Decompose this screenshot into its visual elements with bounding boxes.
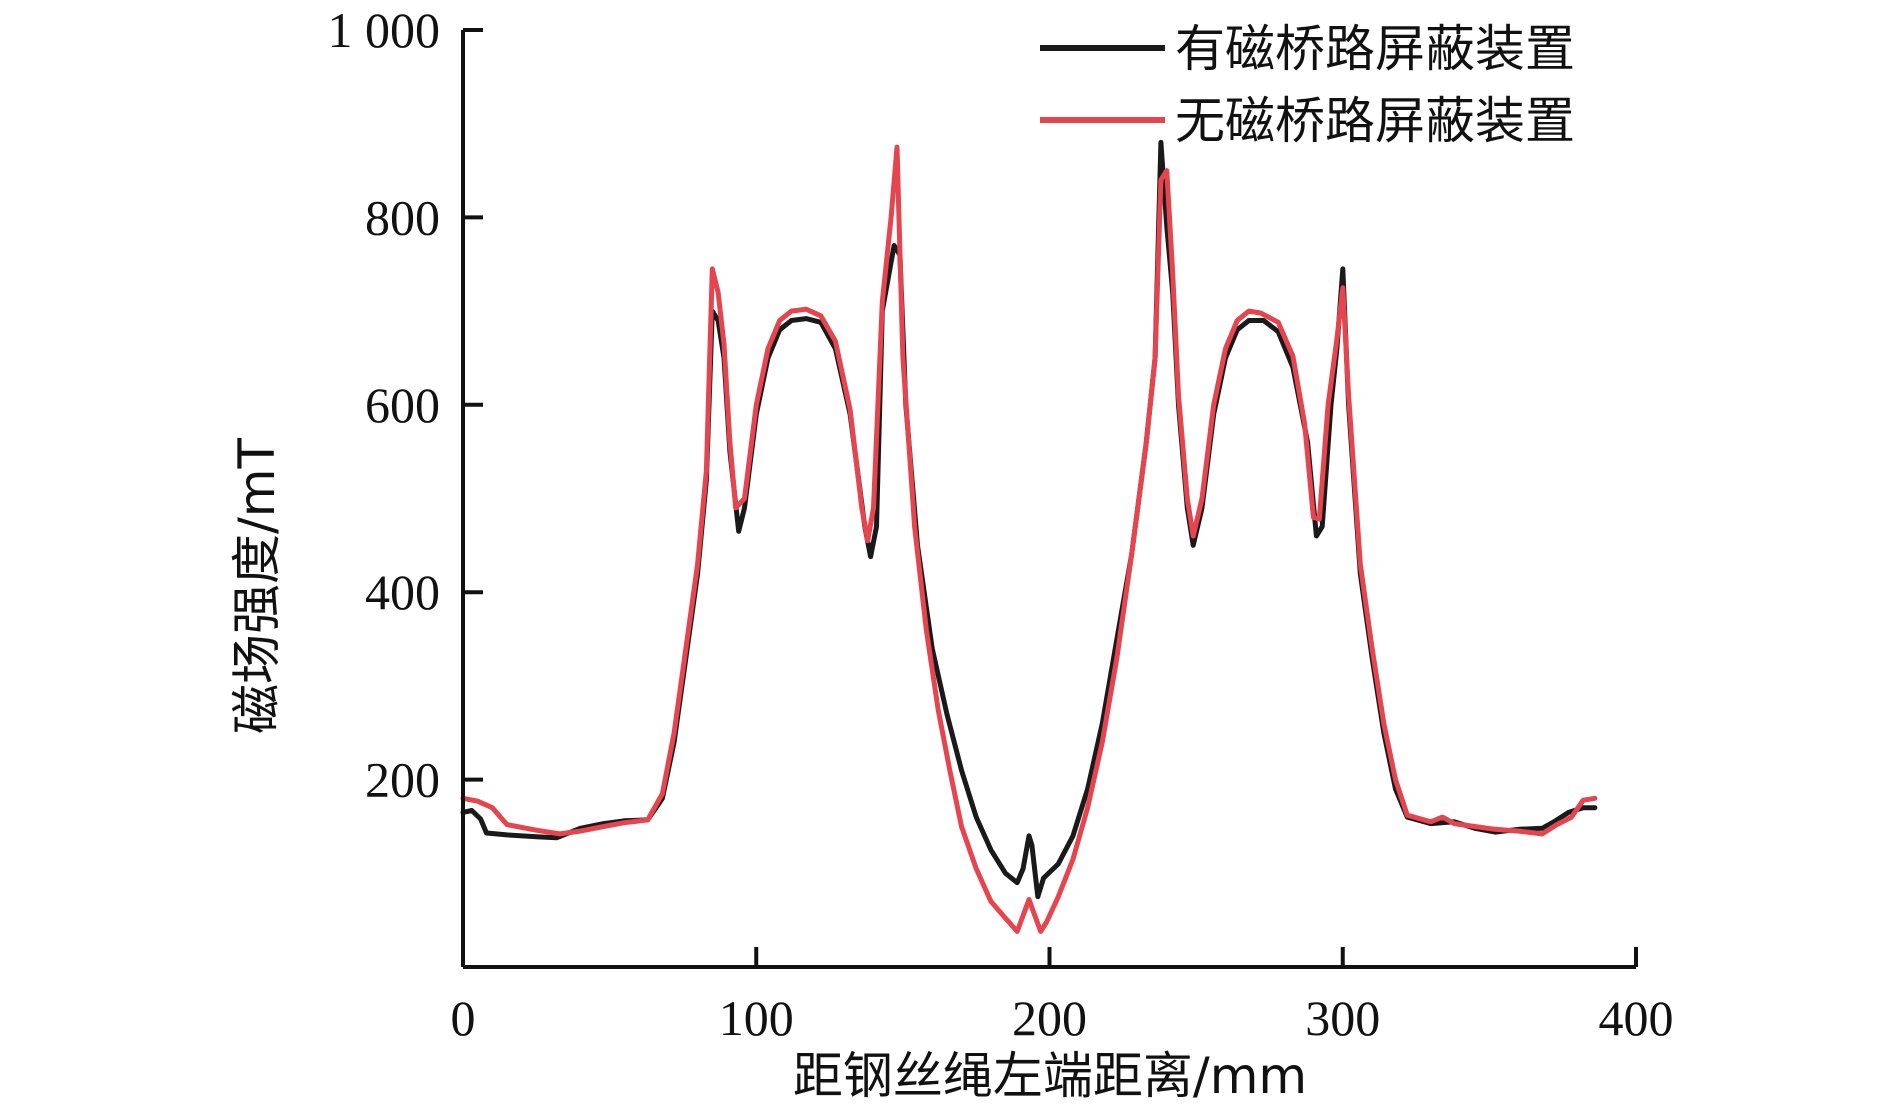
series-line-2 [460, 144, 1598, 934]
series-line-1 [460, 139, 1598, 900]
x-tick-label: 200 [1012, 990, 1087, 1046]
ticks-layer: 0 100 200 300 400 200 400 600 800 1 000 [328, 2, 1674, 1046]
y-tick-label: 400 [365, 564, 440, 620]
y-tick-label: 600 [365, 377, 440, 433]
y-tick-label: 1 000 [328, 2, 441, 58]
x-tick-label: 0 [451, 990, 476, 1046]
legend-label-1: 有磁桥路屏蔽装置 [1175, 20, 1575, 78]
x-tick-label: 100 [719, 990, 794, 1046]
x-tick-label: 400 [1599, 990, 1674, 1046]
y-axis-title: 磁场强度/mT [228, 437, 286, 734]
y-tick-label: 200 [365, 752, 440, 808]
x-tick-label: 300 [1305, 990, 1380, 1046]
y-tick-label: 800 [365, 189, 440, 245]
legend-label-2: 无磁桥路屏蔽装置 [1175, 92, 1575, 150]
series-layer [460, 139, 1598, 934]
x-axis-title: 距钢丝绳左端距离/mm [793, 1047, 1307, 1105]
